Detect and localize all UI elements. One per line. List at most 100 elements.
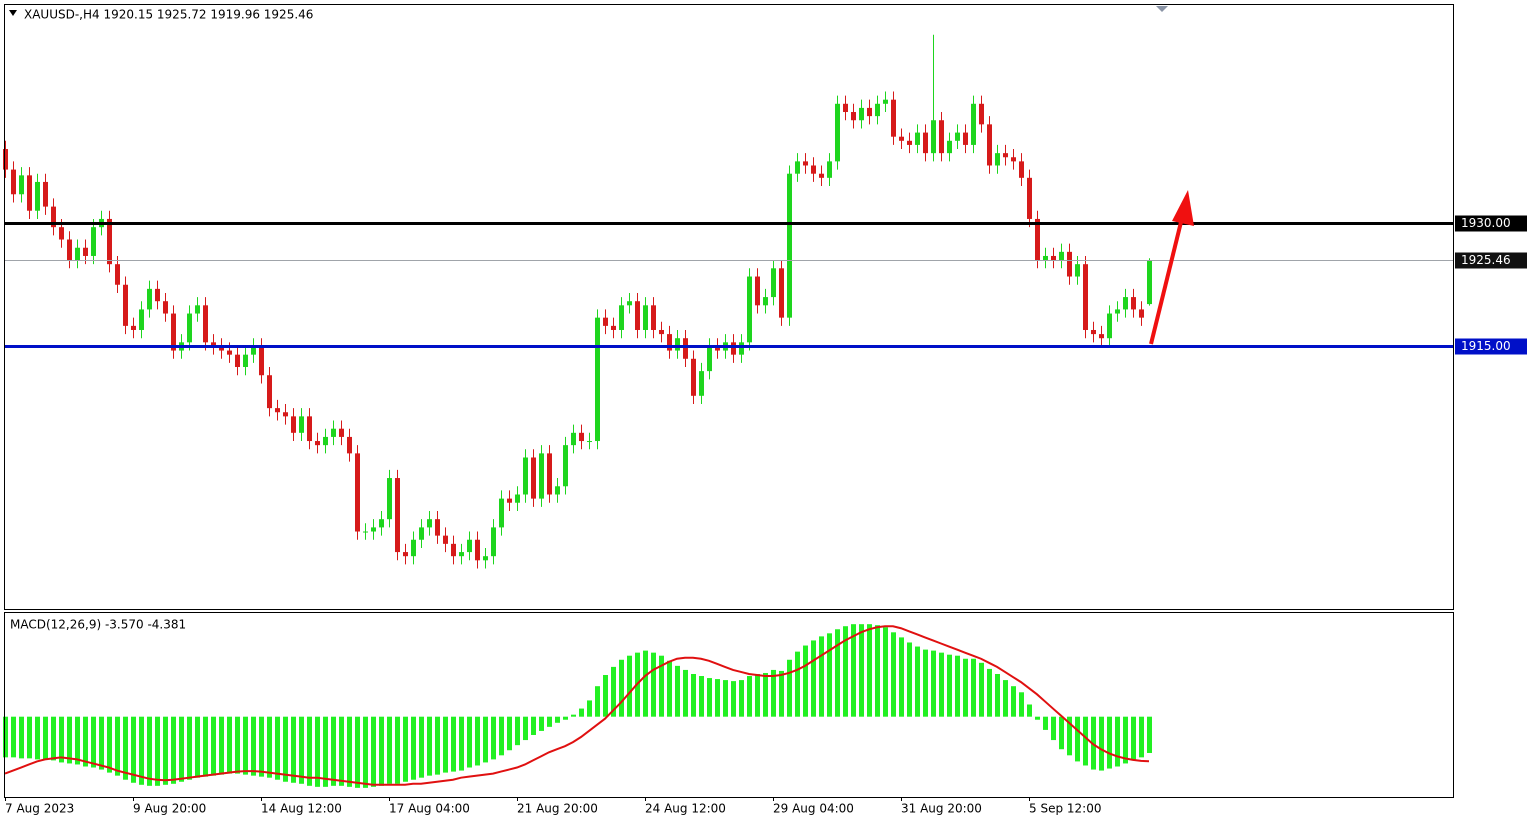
candle-body bbox=[915, 132, 920, 145]
candle-body bbox=[1083, 264, 1088, 330]
candle-body bbox=[883, 99, 888, 104]
macd-bar bbox=[819, 636, 824, 717]
candle-body bbox=[291, 416, 296, 433]
candle-body bbox=[699, 371, 704, 396]
macd-bar bbox=[707, 678, 712, 717]
macd-bar bbox=[347, 716, 352, 787]
macd-bar bbox=[3, 716, 8, 758]
macd-bar bbox=[947, 654, 952, 717]
macd-bar bbox=[859, 624, 864, 717]
symbol-header: XAUUSD-,H4 1920.15 1925.72 1919.96 1925.… bbox=[24, 8, 313, 22]
candle-body bbox=[987, 124, 992, 166]
macd-bar bbox=[243, 716, 248, 775]
level-tag bbox=[1455, 338, 1527, 355]
macd-bar bbox=[139, 716, 144, 785]
shift-marker bbox=[1156, 6, 1168, 12]
candle-body bbox=[1067, 251, 1072, 277]
candle-body bbox=[219, 346, 224, 351]
macd-bar bbox=[691, 673, 696, 717]
macd-bar bbox=[683, 669, 688, 717]
candle-body bbox=[603, 317, 608, 326]
macd-bar bbox=[123, 716, 128, 780]
macd-bar bbox=[67, 716, 72, 764]
macd-bar bbox=[259, 716, 264, 777]
macd-bar bbox=[219, 716, 224, 775]
macd-bar bbox=[187, 716, 192, 780]
candle-body bbox=[267, 375, 272, 409]
macd-bar bbox=[411, 716, 416, 780]
macd-bar bbox=[619, 659, 624, 717]
candle-body bbox=[667, 334, 672, 351]
candle-body bbox=[491, 527, 496, 557]
macd-bar bbox=[723, 680, 728, 717]
x-tick-label: 24 Aug 12:00 bbox=[645, 802, 726, 816]
candle-body bbox=[83, 247, 88, 256]
macd-bar bbox=[827, 633, 832, 717]
candle-body bbox=[931, 120, 936, 154]
candle-body bbox=[187, 313, 192, 343]
candle-body bbox=[787, 173, 792, 318]
macd-bar bbox=[699, 676, 704, 717]
candle-body bbox=[619, 305, 624, 330]
candle-body bbox=[363, 531, 368, 533]
macd-bar bbox=[667, 660, 672, 717]
candle-body bbox=[763, 297, 768, 306]
candle-body bbox=[331, 428, 336, 437]
candle-body bbox=[75, 247, 80, 261]
macd-bar bbox=[555, 716, 560, 723]
level-label: 1915.00 bbox=[1461, 339, 1511, 353]
signal-line bbox=[4, 625, 1150, 786]
candle-body bbox=[755, 276, 760, 306]
candle-body bbox=[707, 346, 712, 372]
macd-bar bbox=[403, 716, 408, 782]
macd-bar bbox=[659, 655, 664, 717]
macd-bar bbox=[195, 716, 200, 778]
macd-bar bbox=[1083, 716, 1088, 766]
macd-bar bbox=[1035, 716, 1040, 720]
macd-bar bbox=[59, 716, 64, 763]
x-tick-label: 5 Sep 12:00 bbox=[1029, 802, 1101, 816]
macd-bar bbox=[835, 629, 840, 717]
macd-bar bbox=[275, 716, 280, 780]
macd-bar bbox=[547, 716, 552, 727]
macd-bar bbox=[643, 650, 648, 717]
candle-body bbox=[811, 165, 816, 174]
candle-body bbox=[483, 556, 488, 561]
candle-body bbox=[867, 107, 872, 117]
macd-bar bbox=[771, 669, 776, 717]
macd-bar bbox=[419, 716, 424, 778]
candle-body bbox=[139, 309, 144, 330]
candle-body bbox=[1027, 177, 1032, 219]
macd-bar bbox=[1099, 716, 1104, 771]
macd-bar bbox=[715, 679, 720, 717]
candle-body bbox=[299, 416, 304, 433]
macd-bar bbox=[291, 716, 296, 783]
macd-bar bbox=[979, 662, 984, 717]
macd-bar bbox=[51, 716, 56, 761]
macd-bar bbox=[739, 680, 744, 717]
candle-body bbox=[227, 350, 232, 355]
macd-bar bbox=[963, 658, 968, 717]
candle-body bbox=[587, 441, 592, 443]
candle-body bbox=[43, 181, 48, 207]
macd-bar bbox=[395, 716, 400, 784]
candle-body bbox=[1147, 260, 1152, 305]
candle-body bbox=[995, 153, 1000, 166]
menu-triangle[interactable] bbox=[9, 10, 17, 16]
level-label: 1930.00 bbox=[1461, 216, 1511, 230]
candle-body bbox=[659, 329, 664, 335]
macd-bar bbox=[115, 716, 120, 776]
macd-bar bbox=[371, 716, 376, 787]
macd-bar bbox=[451, 716, 456, 772]
candle-body bbox=[347, 436, 352, 454]
macd-bar bbox=[987, 668, 992, 717]
candle-body bbox=[675, 338, 680, 351]
candle-body bbox=[899, 136, 904, 141]
candle-body bbox=[339, 428, 344, 437]
macd-bar bbox=[531, 716, 536, 735]
last-price-tag bbox=[1455, 252, 1527, 269]
candle-body bbox=[67, 239, 72, 261]
macd-bar bbox=[603, 675, 608, 717]
macd-bar bbox=[331, 716, 336, 786]
